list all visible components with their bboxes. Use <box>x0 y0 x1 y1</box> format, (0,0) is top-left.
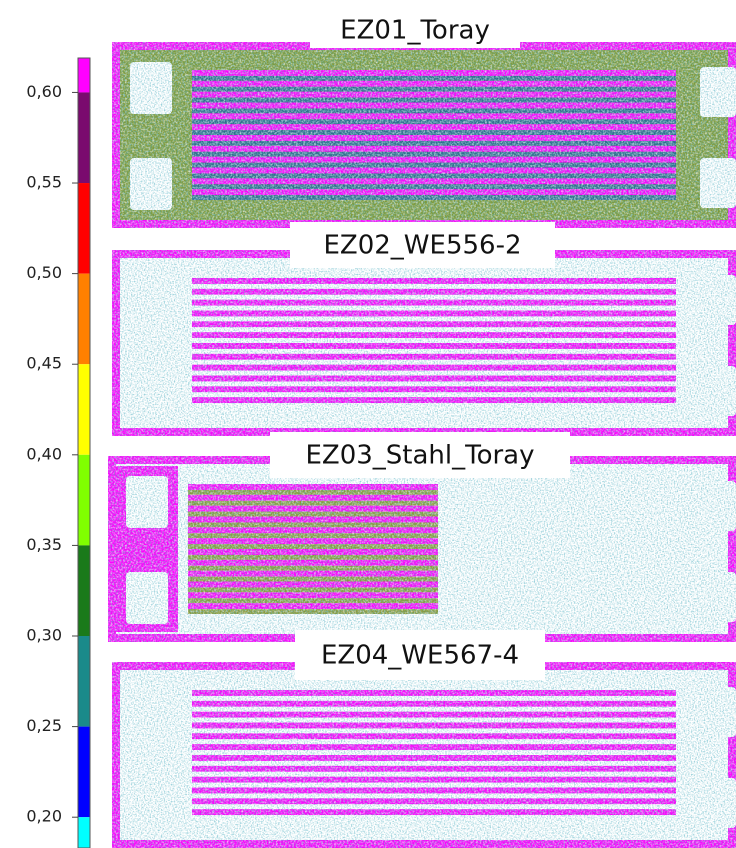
colorbar-segment <box>78 58 90 92</box>
tick-label: 0,40 <box>26 444 62 463</box>
panel: EZ04_WE567-4 <box>112 630 736 848</box>
colorbar: 0,60 0,55 0,50 0,45 0,40 0,35 0,30 0,25 0,20 <box>26 58 90 848</box>
tick-label: 0,20 <box>26 807 62 826</box>
speckle <box>108 456 736 642</box>
tick-label: 0,35 <box>26 535 62 554</box>
colorbar-segment <box>78 727 90 818</box>
panel: EZ03_Stahl_Toray <box>108 432 736 642</box>
colorbar-segment <box>78 183 90 274</box>
panels: EZ01_Toray EZ02_WE556-2 EZ03_Stahl_Toray EZ… <box>108 12 736 848</box>
colorbar-segment <box>78 274 90 365</box>
tick-label: 0,45 <box>26 354 62 373</box>
tick-label: 0,60 <box>26 82 62 101</box>
colorbar-segment <box>78 636 90 727</box>
panel-label: EZ04_WE567-4 <box>321 641 519 671</box>
panel-label: EZ01_Toray <box>340 16 490 46</box>
panel: EZ02_WE556-2 <box>112 222 736 436</box>
colorbar-segment <box>78 817 90 848</box>
tick-label: 0,30 <box>26 626 62 645</box>
colorbar-segment <box>78 455 90 546</box>
panel-label: EZ02_WE556-2 <box>323 231 521 261</box>
colorbar-segment <box>78 364 90 455</box>
tick-label: 0,50 <box>26 263 62 282</box>
panel: EZ01_Toray <box>112 12 736 228</box>
figure: 0,60 0,55 0,50 0,45 0,40 0,35 0,30 0,25 0,20 EZ0… <box>0 0 736 848</box>
colorbar-segment <box>78 92 90 183</box>
speckle <box>112 250 736 436</box>
speckle <box>112 662 736 848</box>
panel-label: EZ03_Stahl_Toray <box>305 441 534 471</box>
speckle <box>112 42 736 228</box>
tick-label: 0,25 <box>26 716 62 735</box>
colorbar-segment <box>78 545 90 636</box>
tick-label: 0,55 <box>26 173 62 192</box>
